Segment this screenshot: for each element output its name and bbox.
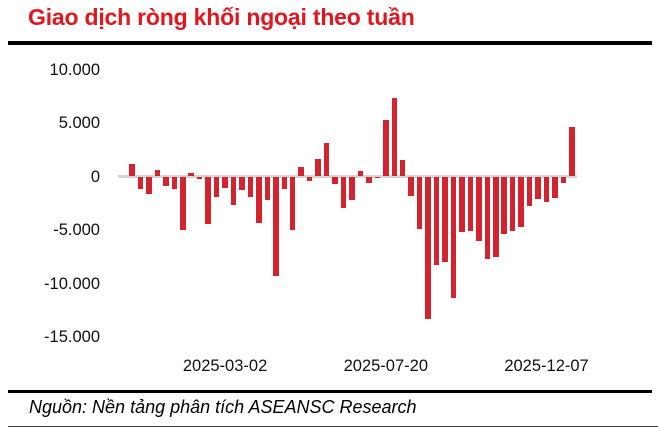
title-divider [8, 41, 652, 45]
bar [281, 176, 288, 190]
bar [357, 171, 364, 177]
bar [442, 176, 448, 263]
bar [408, 176, 414, 196]
bar [239, 176, 245, 191]
bar [459, 176, 465, 233]
bottom-border [8, 426, 658, 428]
y-tick-label: -5.000 [53, 221, 100, 239]
bar [264, 176, 271, 201]
bar [188, 172, 194, 177]
bar [552, 176, 558, 198]
y-tick-label: -15.000 [44, 328, 100, 346]
bar [340, 176, 347, 208]
y-tick-label: 10.000 [49, 60, 100, 79]
bar [450, 176, 457, 299]
bar [146, 176, 152, 194]
bar [526, 176, 533, 207]
bar [256, 176, 262, 223]
bar [247, 176, 254, 197]
x-tick-label: 2025-12-07 [504, 357, 589, 375]
bar [205, 176, 211, 224]
bar [501, 176, 507, 235]
bar [518, 176, 524, 227]
bar [543, 176, 550, 203]
bar [323, 143, 330, 177]
bar [154, 170, 161, 177]
zero-line [118, 175, 577, 178]
x-tick-label: 2025-07-20 [343, 357, 428, 375]
bar [416, 176, 423, 229]
bar [374, 176, 381, 179]
bar [433, 176, 440, 266]
bar [476, 176, 482, 241]
bar [383, 119, 389, 177]
bar [129, 163, 135, 177]
bar [222, 176, 228, 189]
x-tick-label: 2025-03-02 [182, 357, 268, 375]
y-tick-label: 0 [90, 167, 100, 186]
bar [366, 176, 372, 183]
bar [230, 176, 237, 206]
bar [180, 176, 186, 230]
y-tick-label: 5.000 [58, 114, 100, 132]
bar [391, 98, 397, 177]
bar [213, 176, 220, 197]
y-tick-label: -10.000 [44, 274, 100, 293]
footer-divider [8, 390, 652, 394]
bar [289, 176, 296, 230]
chart-title: Giao dịch ròng khối ngoại theo tuần [28, 4, 415, 30]
bar [306, 176, 313, 182]
bar [298, 167, 304, 177]
bar [349, 176, 355, 201]
bar [425, 176, 431, 319]
bar [560, 176, 567, 183]
bar [467, 176, 474, 232]
bar-chart: 10.000 5.000 0 -5.000 -10.000 -15.000 2025-03… [0, 55, 658, 376]
bar [315, 159, 321, 177]
bar [196, 176, 203, 179]
bar [569, 127, 575, 177]
bar [171, 176, 178, 190]
bar [163, 176, 169, 187]
source-note: Nguồn: Nền tảng phân tích ASEANSC Resear… [29, 397, 417, 417]
bar [484, 176, 491, 259]
bar [535, 176, 541, 199]
bar [273, 176, 279, 276]
bar [509, 176, 516, 232]
bar [399, 160, 406, 177]
bar [332, 176, 338, 184]
bar [137, 176, 144, 190]
bar [493, 176, 499, 257]
